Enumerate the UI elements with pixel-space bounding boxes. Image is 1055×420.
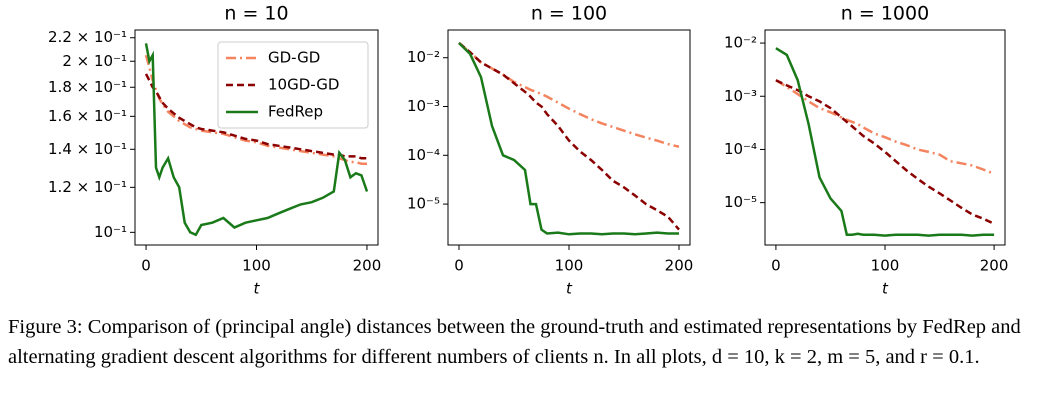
y-tick-label: 10⁻⁴	[724, 140, 757, 158]
chart-title: n = 10	[224, 3, 288, 25]
x-tick-label: 100	[555, 257, 584, 275]
y-tick-label: 10⁻³	[407, 97, 440, 115]
chart-title: n = 100	[531, 3, 607, 25]
series-line	[458, 42, 680, 148]
legend-label: GD-GD	[268, 49, 320, 67]
series-line	[775, 47, 995, 237]
y-tick-label: 10⁻¹	[94, 223, 127, 241]
y-tick-label: 10⁻⁵	[407, 195, 440, 213]
series-line	[144, 43, 369, 237]
y-tick-label: 1.4 × 10⁻¹	[48, 140, 127, 158]
y-tick-label: 10⁻²	[407, 48, 440, 66]
y-tick-label: 1.6 × 10⁻¹	[48, 107, 127, 125]
y-tick-label: 1.2 × 10⁻¹	[48, 178, 127, 196]
y-tick-label: 10⁻⁵	[724, 193, 757, 211]
x-tick-label: 0	[141, 257, 151, 275]
y-tick-label: 10⁻²	[724, 34, 757, 52]
x-tick-label: 0	[454, 257, 464, 275]
x-tick-label: 200	[353, 257, 382, 275]
plot-frame	[447, 29, 691, 246]
series-line	[458, 42, 680, 231]
x-tick-label: 100	[242, 257, 271, 275]
caption: Figure 3: Comparison of (principal angle…	[8, 316, 1021, 368]
x-tick-label: 200	[980, 257, 1009, 275]
chart-title: n = 1000	[841, 3, 929, 25]
y-tick-label: 10⁻³	[724, 87, 757, 105]
series-line	[775, 79, 995, 175]
legend-box	[217, 41, 369, 129]
x-tick-label: 200	[665, 257, 694, 275]
x-axis-label: t	[566, 280, 573, 298]
y-tick-label: 1.8 × 10⁻¹	[48, 78, 127, 96]
series-line	[458, 42, 679, 236]
legend-label: 10GD-GD	[268, 76, 339, 94]
x-axis-label: t	[254, 280, 261, 298]
y-tick-label: 2 × 10⁻¹	[62, 52, 127, 70]
plot-frame	[764, 29, 1006, 246]
plot-frame	[134, 29, 379, 246]
x-tick-label: 0	[771, 257, 781, 275]
y-tick-label: 2.2 × 10⁻¹	[48, 28, 127, 46]
legend-label: FedRep	[268, 103, 323, 121]
figure: n = 10 10⁻¹ 1.2 × 10⁻¹ 1.4 × 10⁻¹ 1.6 × 10⁻¹…	[48, 3, 1009, 298]
series-line	[775, 79, 995, 225]
x-tick-label: 100	[871, 257, 900, 275]
x-axis-label: t	[882, 280, 889, 298]
y-tick-label: 10⁻⁴	[407, 146, 440, 164]
